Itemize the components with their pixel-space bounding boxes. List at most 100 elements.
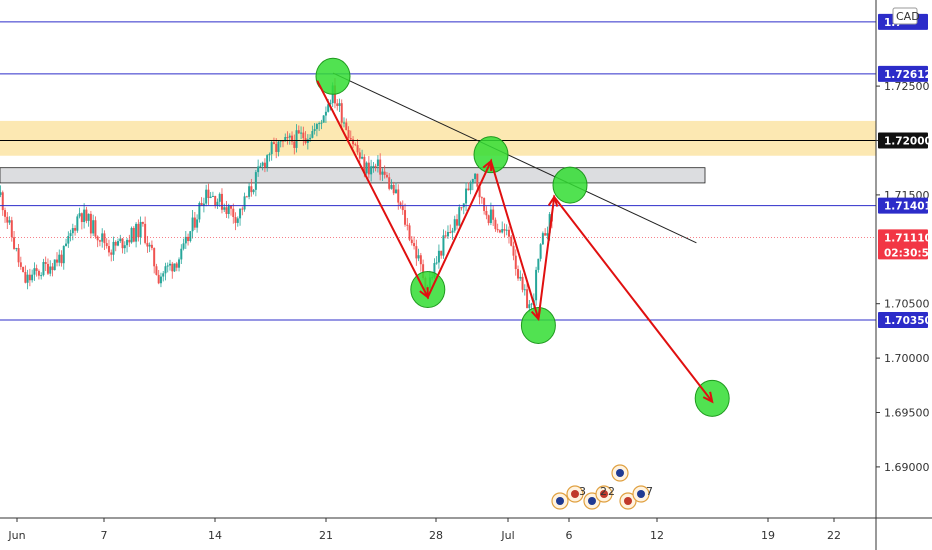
candle <box>49 260 52 277</box>
candle <box>354 142 357 147</box>
highlight-circle-4[interactable] <box>552 166 588 204</box>
candle <box>191 209 194 239</box>
y-tick-label: 1.70500 <box>884 298 930 311</box>
candle <box>55 252 58 267</box>
candle <box>146 235 149 253</box>
candle-body <box>507 229 510 237</box>
candle-body <box>456 219 459 226</box>
candle <box>239 208 242 226</box>
candle <box>232 203 235 224</box>
candle-body <box>530 303 533 305</box>
arrow-head-5 <box>702 391 714 404</box>
candle-body <box>539 244 542 259</box>
candle-body <box>105 243 108 247</box>
x-tick-label: 22 <box>827 529 841 542</box>
event-flag-dot <box>616 469 624 477</box>
candle-body <box>392 184 395 194</box>
candle <box>474 173 477 183</box>
candle-body <box>184 236 187 244</box>
candle-body <box>476 173 479 187</box>
candle <box>114 240 117 252</box>
candle-body <box>98 240 101 242</box>
highlight-circle-2[interactable] <box>473 136 509 174</box>
candle <box>324 106 327 123</box>
candle <box>394 182 397 194</box>
countdown-label: 02:30:59 <box>884 247 932 259</box>
candle-body <box>406 224 409 226</box>
arrow-head-3 <box>530 308 541 322</box>
candle <box>478 185 481 205</box>
candle <box>345 118 348 131</box>
zones-layer <box>0 120 876 184</box>
candle-body <box>313 129 316 132</box>
candle <box>37 269 40 280</box>
level-badge-1[interactable] <box>878 197 928 214</box>
candle-body <box>189 231 192 242</box>
candle-body <box>157 274 160 284</box>
candle <box>413 236 416 250</box>
candle <box>184 231 187 249</box>
candle-body <box>514 255 517 270</box>
level-badge-2[interactable] <box>878 312 928 329</box>
candle-body <box>489 209 492 224</box>
candle-body <box>352 139 355 145</box>
candle <box>230 205 233 216</box>
candle-body <box>180 248 183 260</box>
candle <box>498 229 501 234</box>
candle <box>126 238 129 253</box>
candle <box>541 231 544 245</box>
candle <box>80 212 83 230</box>
candle <box>487 214 490 226</box>
current-price-badge[interactable] <box>878 229 928 260</box>
level-badge-0[interactable] <box>878 65 928 82</box>
trendline[interactable] <box>332 72 697 244</box>
candle-body <box>17 248 20 263</box>
candle-body <box>268 154 271 156</box>
candle-body <box>302 132 305 139</box>
level-badge-3[interactable] <box>878 132 928 149</box>
candle-body <box>150 244 153 249</box>
candle-body <box>202 203 205 206</box>
candle <box>110 249 113 262</box>
candle-body <box>510 236 513 246</box>
candle <box>435 256 438 265</box>
event-count-label: 3 <box>579 485 586 498</box>
candle-body <box>324 111 327 116</box>
candle <box>132 226 135 243</box>
candle-body <box>58 254 61 263</box>
candle <box>119 234 122 244</box>
candle-body <box>112 241 115 255</box>
candle-body <box>200 202 203 206</box>
candle <box>512 241 515 261</box>
candle-body <box>209 196 212 199</box>
candle-body <box>288 135 291 138</box>
x-tick-label: 6 <box>566 529 573 542</box>
candle <box>139 216 142 245</box>
candle <box>187 233 190 246</box>
candle-body <box>173 263 176 272</box>
highlight-circle-0[interactable] <box>315 57 351 95</box>
candle <box>223 203 226 213</box>
candle-body <box>19 262 22 267</box>
candle <box>460 207 463 211</box>
candle-body <box>141 221 144 224</box>
candle <box>245 195 248 198</box>
candle-body <box>329 103 332 105</box>
candle <box>22 266 25 273</box>
candle <box>31 269 34 283</box>
candle <box>96 235 99 248</box>
candle <box>392 181 395 196</box>
candle-body <box>266 155 269 168</box>
candle-body <box>35 268 38 271</box>
candle-body <box>220 193 223 210</box>
candle-body <box>440 250 443 256</box>
candle-body <box>546 233 549 236</box>
candle <box>105 238 108 249</box>
candle <box>320 119 323 130</box>
candle <box>485 206 488 220</box>
highlight-circle-3[interactable] <box>520 306 556 344</box>
currency-tag[interactable] <box>892 7 918 25</box>
pattern-path[interactable] <box>316 80 713 403</box>
candle-body <box>340 103 343 123</box>
